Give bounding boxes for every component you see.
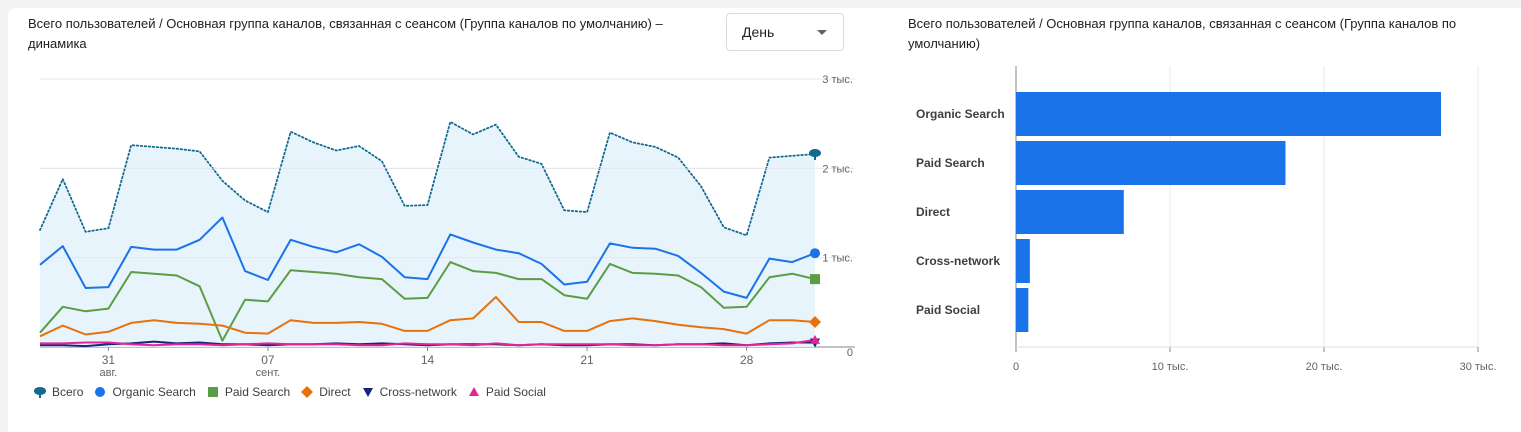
legend-marker-shape <box>301 386 314 398</box>
line-chart-title: Всего пользователей / Основная группа ка… <box>28 16 663 51</box>
line-chart-legend: Всего Organic Search Paid Search Direct Cros… <box>33 383 556 401</box>
balloon-head <box>34 387 46 395</box>
legend-marker-icon <box>207 387 218 397</box>
legend-marker-shape <box>34 387 46 398</box>
balloon-head <box>809 149 821 158</box>
x-tick-label: 31 <box>102 353 116 367</box>
legend-label: Direct <box>319 385 351 399</box>
series-line-paid-search <box>39 261 816 342</box>
series-line-всего <box>39 120 816 237</box>
legend-item-всего[interactable]: Всего <box>33 385 83 399</box>
legend-label: Paid Search <box>224 385 291 399</box>
series-end-marker-organic-search <box>810 248 820 259</box>
legend-marker-icon <box>95 387 106 397</box>
y-tick-label: 2 тыс. <box>822 163 853 175</box>
bar-chart-title: Всего пользователей / Основная группа ка… <box>908 16 1457 51</box>
series-end-marker-paid-search <box>810 274 820 285</box>
series-line-direct <box>39 296 816 338</box>
series-end-marker-всего <box>809 149 821 161</box>
legend-item-direct[interactable]: Direct <box>300 385 351 399</box>
x-tick-label: 28 <box>740 353 754 367</box>
x-tick-label: 07 <box>261 353 275 367</box>
legend-marker-shape <box>468 387 479 396</box>
y-tick-label: 0 <box>847 347 853 359</box>
y-tick-label: 1 тыс. <box>822 253 853 265</box>
granularity-selected-value: День <box>742 24 775 40</box>
legend-marker-icon <box>34 387 46 398</box>
legend-marker-icon <box>468 387 479 396</box>
legend-marker-shape <box>362 388 373 397</box>
chevron-down-icon <box>817 30 827 35</box>
legend-item-paid-social[interactable]: Paid Social <box>467 385 546 399</box>
legend-label: Всего <box>52 385 84 399</box>
legend-label: Paid Social <box>485 385 546 399</box>
legend-marker-shape <box>95 387 106 397</box>
legend-marker-shape <box>207 387 218 397</box>
series-end-marker-paid-social <box>810 334 820 344</box>
legend-label: Organic Search <box>112 385 196 399</box>
series-line-organic-search <box>39 216 816 299</box>
legend-marker-icon <box>362 388 373 397</box>
series-area-всего <box>40 121 815 348</box>
y-tick-label: 3 тыс. <box>822 74 853 86</box>
x-tick-label: 21 <box>580 353 594 367</box>
x-tick-sublabel: авг. <box>100 367 118 379</box>
legend-item-organic-search[interactable]: Organic Search <box>93 385 196 399</box>
legend-item-paid-search[interactable]: Paid Search <box>206 385 290 399</box>
x-tick-sublabel: сент. <box>256 367 281 379</box>
x-tick-label: 14 <box>421 353 435 367</box>
series-line-paid-social <box>40 338 816 347</box>
legend-item-cross-network[interactable]: Cross-network <box>361 385 457 399</box>
granularity-dropdown[interactable]: День <box>726 13 844 51</box>
legend-label: Cross-network <box>379 385 457 399</box>
legend-marker-icon <box>301 386 314 398</box>
series-end-marker-direct <box>809 315 821 328</box>
